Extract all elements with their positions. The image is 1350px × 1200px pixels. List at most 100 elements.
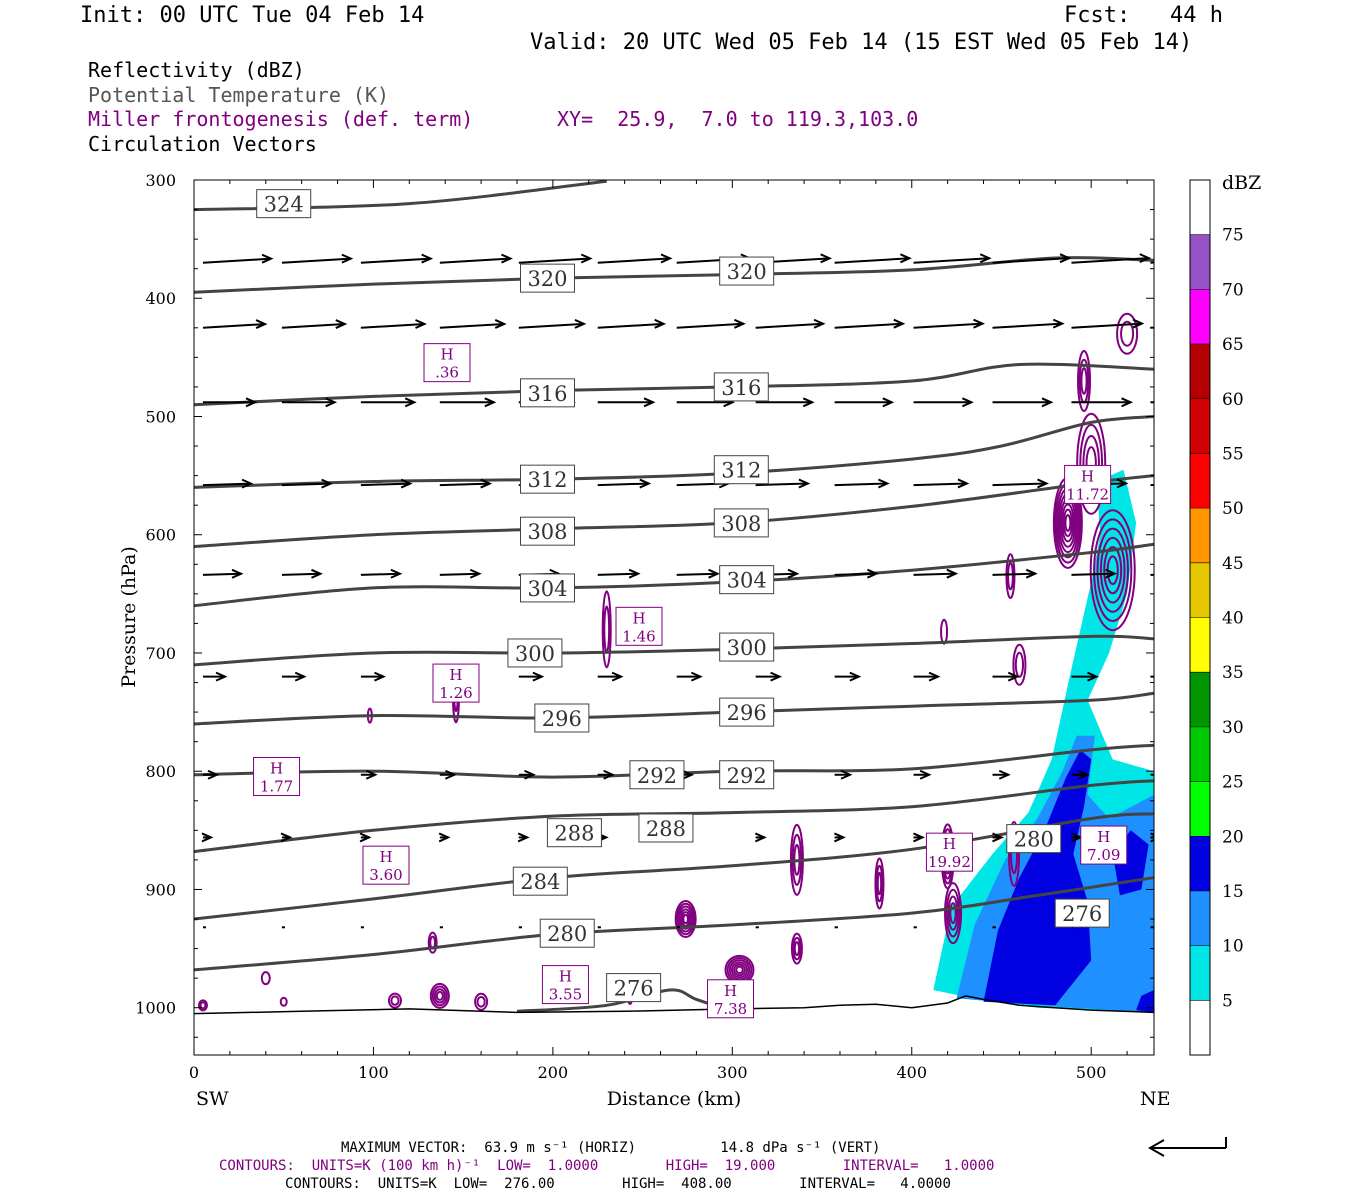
theta-contour-312 — [194, 415, 1154, 489]
colorbar-swatch-0 — [1190, 1000, 1210, 1055]
fronto-max-label-6: H19.92 — [925, 832, 973, 872]
theta-label-17: 288 — [546, 818, 602, 848]
vector-31 — [597, 397, 656, 408]
vector-90 — [1150, 773, 1154, 776]
fronto-l-ring-1 — [431, 985, 448, 1007]
vector-74 — [913, 671, 941, 682]
legend-vectors: Circulation Vectors — [88, 132, 317, 156]
vector-26 — [202, 397, 258, 408]
fronto-upper-ring-2 — [1080, 367, 1088, 395]
vector-35 — [913, 397, 974, 408]
colorbar-label-55: 55 — [1222, 444, 1244, 464]
svg-text:304: 304 — [527, 577, 567, 601]
theta-label-22: 276 — [606, 973, 662, 1003]
vector-64 — [1150, 573, 1154, 576]
vector-48 — [913, 478, 970, 489]
theta-label-5: 312 — [519, 464, 575, 494]
svg-text:288: 288 — [646, 817, 686, 841]
colorbar-label-10: 10 — [1222, 937, 1244, 957]
colorbar-unit: dBZ — [1222, 172, 1261, 194]
svg-text:308: 308 — [527, 520, 567, 544]
y-axis-label: Pressure (hPa) — [118, 546, 140, 688]
svg-text:H: H — [1097, 828, 1110, 846]
svg-text:.36: .36 — [435, 364, 459, 382]
vector-78 — [202, 769, 220, 780]
fronto-f-ring-0 — [1012, 643, 1027, 686]
vector-52 — [202, 568, 244, 579]
colorbar-label-30: 30 — [1222, 718, 1244, 738]
y-tick-label-400: 400 — [145, 289, 176, 308]
vector-2 — [360, 253, 434, 264]
svg-text:296: 296 — [727, 701, 767, 725]
svg-text:292: 292 — [637, 764, 677, 788]
y-tick-label-700: 700 — [145, 644, 176, 663]
fronto-low-left-ring-3 — [949, 902, 957, 925]
fronto-max-label-2: H1.46 — [615, 606, 663, 646]
colorbar-swatch-1 — [1190, 945, 1210, 1001]
vector-28 — [360, 397, 417, 408]
frontogenesis-contours — [197, 312, 1139, 1012]
vector-22 — [913, 318, 985, 329]
vector-93 — [359, 832, 372, 843]
fronto-core-right-ring-4 — [1103, 546, 1123, 595]
vector-70 — [597, 671, 624, 682]
vector-69 — [518, 671, 545, 682]
fronto-core-right-ring-0 — [1089, 509, 1136, 632]
y-tick-label-1000: 1000 — [135, 999, 176, 1018]
vector-23 — [992, 318, 1065, 329]
svg-text:H: H — [379, 848, 392, 866]
svg-text:7.09: 7.09 — [1087, 846, 1120, 864]
theta-contour-288 — [194, 779, 1154, 854]
svg-text:7.38: 7.38 — [714, 1000, 747, 1018]
plot-frame — [193, 179, 1155, 1056]
reflectivity-region-2 — [983, 749, 1092, 1006]
y-tick-label-800: 800 — [145, 762, 176, 781]
svg-text:280: 280 — [1014, 828, 1054, 852]
fronto-upper-ring-0 — [1077, 350, 1092, 413]
theta-label-9: 304 — [519, 573, 575, 603]
svg-text:276: 276 — [614, 977, 654, 1001]
theta-label-10: 304 — [719, 565, 775, 595]
vector-61 — [913, 568, 959, 579]
vector-33 — [755, 397, 815, 408]
vector-42 — [439, 478, 493, 489]
svg-text:320: 320 — [527, 267, 567, 291]
fronto-m-ring-0 — [474, 992, 489, 1011]
theta-contour-280 — [194, 876, 1154, 972]
fronto-core-right-ring-2 — [1096, 527, 1129, 613]
vector-8 — [834, 253, 912, 264]
contour-labels: 324 320 320 316 316 312 312 308 308 304 304 300 300 2… — [253, 189, 1128, 1019]
colorbar-label-25: 25 — [1222, 773, 1244, 793]
vector-29 — [439, 397, 497, 408]
svg-text:312: 312 — [721, 459, 761, 483]
theta-label-8: 308 — [713, 508, 769, 538]
svg-text:11.72: 11.72 — [1066, 485, 1109, 503]
svg-text:1.77: 1.77 — [260, 777, 293, 795]
colorbar: 5 10 15 20 25 30 35 40 45 50 55 60 65 70 75 — [1189, 179, 1244, 1056]
fronto-p-ring-0 — [260, 971, 271, 986]
vector-41 — [360, 478, 413, 489]
fronto-d-ring-3 — [730, 961, 749, 979]
colorbar-swatch-9 — [1190, 508, 1210, 563]
fronto-n-ring-0 — [387, 992, 402, 1009]
y-tick-label-500: 500 — [145, 407, 176, 426]
fronto-core-left-ring-7 — [1064, 513, 1072, 532]
svg-text:1.26: 1.26 — [439, 684, 472, 702]
legend-theta: Potential Temperature (K) — [88, 83, 390, 107]
vector-25 — [1150, 326, 1154, 329]
colorbar-label-5: 5 — [1222, 991, 1233, 1011]
x-axis-label: Distance (km) — [607, 1088, 742, 1110]
vector-34 — [834, 397, 895, 408]
vector-18 — [597, 318, 667, 329]
vector-82 — [518, 769, 536, 780]
fronto-c-ring-5 — [682, 913, 689, 925]
vector-54 — [360, 568, 403, 579]
svg-text:312: 312 — [527, 468, 567, 492]
fronto-d-ring-5 — [735, 965, 744, 975]
svg-text:3.55: 3.55 — [549, 986, 582, 1004]
fronto-core-right-ring-1 — [1093, 518, 1133, 622]
fronto-max-label-3: H1.26 — [432, 663, 480, 703]
svg-text:H: H — [1081, 467, 1094, 485]
vector-0 — [202, 253, 274, 264]
vector-20 — [755, 318, 826, 329]
